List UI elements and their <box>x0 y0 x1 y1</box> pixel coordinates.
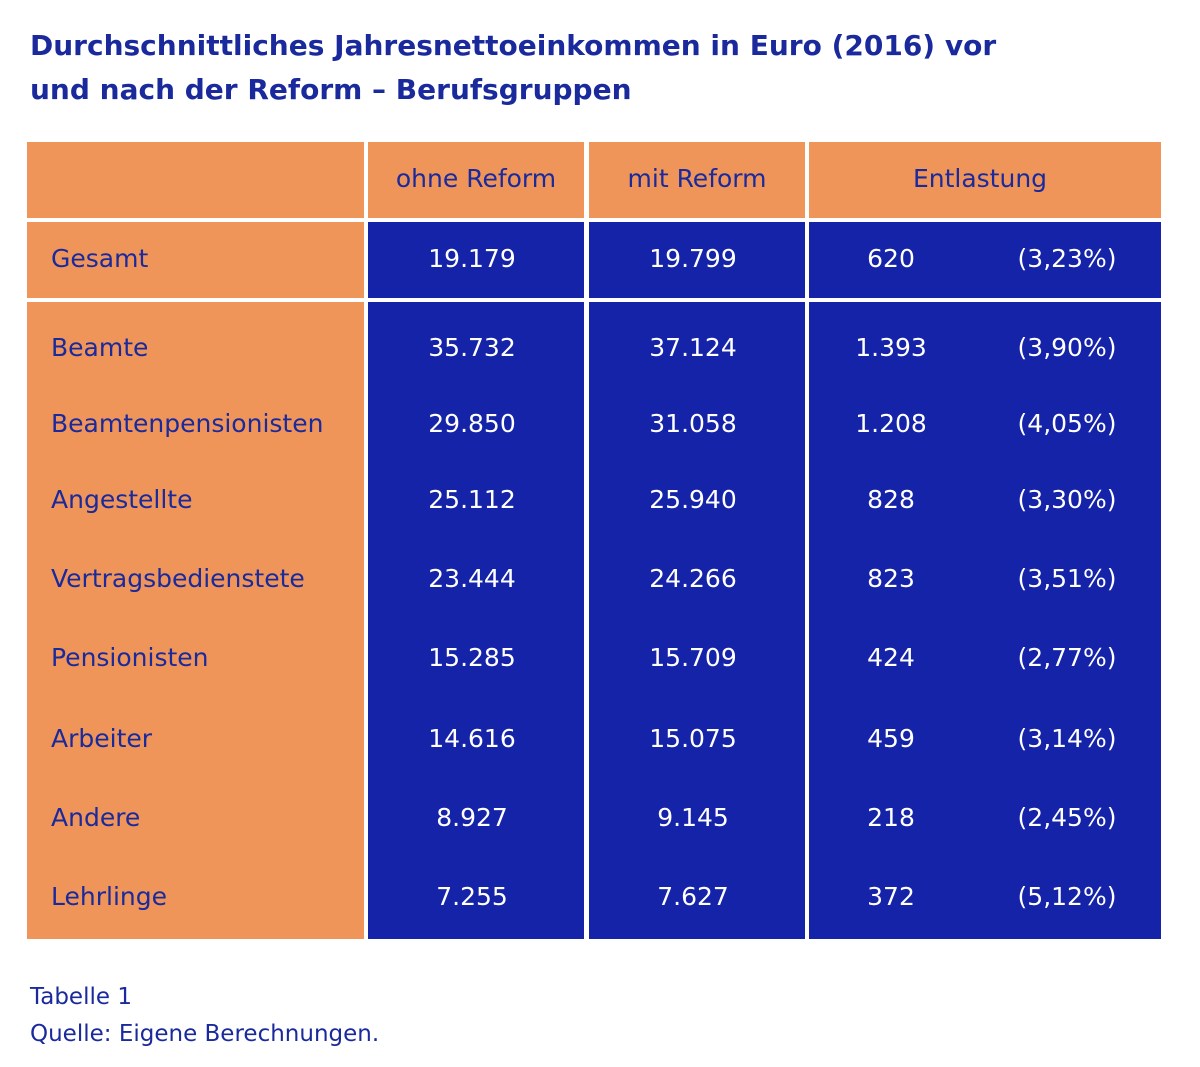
entlastung-value-angestellte: 828 <box>867 485 915 514</box>
mit-value-andere: 9.145 <box>657 803 729 832</box>
header-mit-reform: mit Reform <box>627 164 767 193</box>
total-entlastung-value: 620 <box>867 244 915 273</box>
income-table: ohne Reform mit Reform Entlastung Gesamt… <box>27 142 1161 939</box>
group-label-andere: Andere <box>51 803 141 832</box>
ohne-value-vertragsbedienstete: 23.444 <box>428 564 516 593</box>
group-label-vertragsbedienstete: Vertragsbedienstete <box>51 564 305 593</box>
total-label-cell: Gesamt <box>27 222 364 298</box>
header-ohne-reform: ohne Reform <box>395 164 557 193</box>
group-label-lehrlinge: Lehrlinge <box>51 882 167 911</box>
ohne-value-beamtenpensionisten: 29.850 <box>428 409 516 438</box>
table-caption: Tabelle 1 <box>30 984 132 1010</box>
entlastung-value-vertragsbedienstete: 823 <box>867 564 915 593</box>
group-label-angestellte: Angestellte <box>51 485 193 514</box>
group-label-beamte: Beamte <box>51 333 149 362</box>
header-cell-ohne-reform: ohne Reform <box>368 142 584 218</box>
entlastung-value-pensionisten: 424 <box>867 643 915 672</box>
entlastung-percent-beamte: (3,90%) <box>1017 333 1117 362</box>
total-ohne-value: 19.179 <box>428 244 516 273</box>
title-line-1: Durchschnittliches Jahresnettoeinkommen … <box>30 29 997 62</box>
total-entlastung-percent: (3,23%) <box>1017 244 1117 273</box>
entlastung-percent-vertragsbedienstete: (3,51%) <box>1017 564 1117 593</box>
total-mit-value: 19.799 <box>649 244 737 273</box>
mit-value-beamtenpensionisten: 31.058 <box>649 409 737 438</box>
group-mit-column: 37.124 31.058 25.940 24.266 15.709 15.07… <box>589 302 805 939</box>
group-label-arbeiter: Arbeiter <box>51 724 153 753</box>
ohne-value-lehrlinge: 7.255 <box>436 882 508 911</box>
total-ohne-cell: 19.179 <box>368 222 584 298</box>
mit-value-angestellte: 25.940 <box>649 485 737 514</box>
entlastung-value-andere: 218 <box>867 803 915 832</box>
group-ohne-column: 35.732 29.850 25.112 23.444 15.285 14.61… <box>368 302 584 939</box>
entlastung-percent-lehrlinge: (5,12%) <box>1017 882 1117 911</box>
ohne-value-arbeiter: 14.616 <box>428 724 516 753</box>
mit-value-arbeiter: 15.075 <box>649 724 737 753</box>
header-entlastung: Entlastung <box>912 164 1048 193</box>
entlastung-percent-pensionisten: (2,77%) <box>1017 643 1117 672</box>
group-label-beamtenpensionisten: Beamtenpensionisten <box>51 409 324 438</box>
group-label-pensionisten: Pensionisten <box>51 643 209 672</box>
ohne-value-pensionisten: 15.285 <box>428 643 516 672</box>
mit-value-beamte: 37.124 <box>649 333 737 362</box>
table-title: Durchschnittliches Jahresnettoeinkommen … <box>30 24 1170 112</box>
entlastung-value-lehrlinge: 372 <box>867 882 915 911</box>
entlastung-value-beamtenpensionisten: 1.208 <box>855 409 927 438</box>
entlastung-value-arbeiter: 459 <box>867 724 915 753</box>
entlastung-percent-angestellte: (3,30%) <box>1017 485 1117 514</box>
source-note: Quelle: Eigene Berechnungen. <box>30 1021 380 1047</box>
header-corner-cell <box>27 142 364 218</box>
total-mit-cell: 19.799 <box>589 222 805 298</box>
ohne-value-angestellte: 25.112 <box>428 485 516 514</box>
header-cell-mit-reform: mit Reform <box>589 142 805 218</box>
title-line-2: und nach der Reform – Berufsgruppen <box>30 73 632 106</box>
mit-value-lehrlinge: 7.627 <box>657 882 729 911</box>
entlastung-percent-andere: (2,45%) <box>1017 803 1117 832</box>
mit-value-pensionisten: 15.709 <box>649 643 737 672</box>
group-label-column: Beamte Beamtenpensionisten Angestellte V… <box>27 302 364 939</box>
entlastung-value-beamte: 1.393 <box>855 333 927 362</box>
total-label: Gesamt <box>51 244 149 273</box>
entlastung-percent-arbeiter: (3,14%) <box>1017 724 1117 753</box>
mit-value-vertragsbedienstete: 24.266 <box>649 564 737 593</box>
header-cell-entlastung: Entlastung <box>809 142 1161 218</box>
total-entlastung-cell: 620 (3,23%) <box>809 222 1161 298</box>
group-entlastung-column: 1.393 (3,90%) 1.208 (4,05%) 828 (3,30%) … <box>809 302 1161 939</box>
entlastung-percent-beamtenpensionisten: (4,05%) <box>1017 409 1117 438</box>
ohne-value-beamte: 35.732 <box>428 333 516 362</box>
ohne-value-andere: 8.927 <box>436 803 508 832</box>
